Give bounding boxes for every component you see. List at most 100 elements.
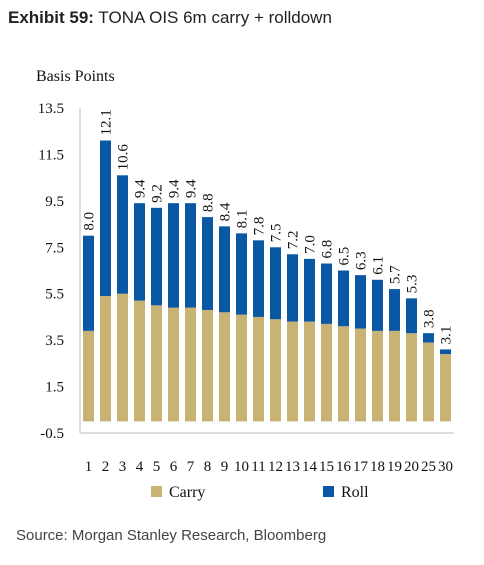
x-tick-label: 20 bbox=[404, 459, 419, 475]
bar-roll bbox=[83, 235, 94, 331]
y-tick-label: 1.5 bbox=[45, 380, 64, 396]
bar-carry bbox=[321, 323, 332, 422]
bar-roll bbox=[219, 226, 230, 313]
bar-roll bbox=[355, 275, 366, 329]
y-tick-label: 3.5 bbox=[45, 333, 64, 349]
legend-swatch-carry bbox=[151, 486, 162, 497]
bar-roll bbox=[423, 333, 434, 343]
x-tick-label: 2 bbox=[102, 459, 110, 475]
total-data-label: 10.6 bbox=[116, 144, 132, 171]
bar-roll bbox=[372, 279, 383, 331]
x-tick-label: 15 bbox=[319, 459, 334, 475]
bar-roll bbox=[406, 298, 417, 334]
bar-roll bbox=[202, 217, 213, 310]
total-data-label: 7.2 bbox=[286, 231, 302, 250]
x-tick-label: 16 bbox=[336, 459, 352, 475]
x-tick-label: 30 bbox=[438, 459, 453, 475]
total-data-label: 5.3 bbox=[405, 275, 421, 294]
x-tick-label: 10 bbox=[234, 459, 249, 475]
y-tick-label: -0.5 bbox=[40, 426, 64, 442]
legend-label-carry: Carry bbox=[169, 484, 205, 501]
bar-roll bbox=[117, 175, 128, 294]
total-data-label: 9.4 bbox=[133, 179, 149, 198]
y-axis-label: Basis Points bbox=[36, 68, 115, 85]
bar-carry bbox=[406, 333, 417, 422]
x-tick-label: 11 bbox=[251, 459, 265, 475]
bar-carry bbox=[83, 330, 94, 422]
bar-chart: Basis Points 13.5 11.5 9.5 7.5 5.5 3.5 1.5 -0.5… bbox=[36, 68, 455, 501]
bar-roll bbox=[236, 233, 247, 315]
total-data-label: 6.3 bbox=[354, 251, 370, 270]
bar-carry bbox=[151, 305, 162, 422]
total-data-label: 7.5 bbox=[269, 224, 285, 243]
x-tick-label: 1 bbox=[85, 459, 93, 475]
bar-roll bbox=[185, 203, 196, 308]
x-tick-label: 4 bbox=[136, 459, 144, 475]
x-tick-label: 18 bbox=[370, 459, 385, 475]
bar-roll bbox=[134, 203, 145, 301]
y-tick-label: 7.5 bbox=[45, 240, 64, 256]
total-data-label: 8.1 bbox=[235, 210, 251, 229]
total-data-label: 12.1 bbox=[99, 109, 115, 135]
bar-carry bbox=[219, 312, 230, 422]
x-tick-label: 14 bbox=[302, 459, 318, 475]
total-data-label: 7.8 bbox=[252, 217, 268, 236]
bar-carry bbox=[185, 307, 196, 422]
exhibit-label: Exhibit 59: bbox=[8, 8, 94, 27]
bar-roll bbox=[253, 240, 264, 317]
bar-carry bbox=[440, 354, 451, 422]
bar-carry bbox=[355, 328, 366, 422]
bar-carry bbox=[372, 330, 383, 422]
exhibit-title: Exhibit 59: TONA OIS 6m carry + rolldown bbox=[8, 8, 332, 28]
bar-carry bbox=[304, 321, 315, 422]
y-tick-label: 9.5 bbox=[45, 194, 64, 210]
total-data-label: 6.8 bbox=[320, 240, 336, 259]
total-data-label: 9.4 bbox=[184, 179, 200, 198]
bar-carry bbox=[236, 314, 247, 422]
bar-roll bbox=[304, 258, 315, 322]
bar-roll bbox=[321, 263, 332, 324]
bar-carry bbox=[202, 309, 213, 422]
total-data-label: 8.8 bbox=[201, 193, 217, 212]
total-data-label: 9.2 bbox=[150, 184, 166, 203]
bar-roll bbox=[338, 270, 349, 327]
x-tick-label: 7 bbox=[187, 459, 195, 475]
total-data-label: 9.4 bbox=[167, 179, 183, 198]
bar-carry bbox=[270, 319, 281, 422]
x-tick-label: 8 bbox=[204, 459, 212, 475]
chart-title: TONA OIS 6m carry + rolldown bbox=[98, 8, 332, 27]
x-tick-label: 19 bbox=[387, 459, 402, 475]
x-tick-label: 12 bbox=[268, 459, 283, 475]
x-tick-label: 17 bbox=[353, 459, 369, 475]
source-note: Source: Morgan Stanley Research, Bloombe… bbox=[16, 527, 327, 544]
bar-carry bbox=[253, 316, 264, 422]
total-data-label: 7.0 bbox=[303, 235, 319, 254]
bar-roll bbox=[100, 140, 111, 297]
x-tick-label: 25 bbox=[421, 459, 436, 475]
bar-carry bbox=[117, 293, 128, 422]
bar-carry bbox=[168, 307, 179, 422]
y-tick-label: 11.5 bbox=[38, 147, 64, 163]
y-tick-label: 5.5 bbox=[45, 287, 64, 303]
y-tick-label: 13.5 bbox=[38, 101, 64, 117]
bar-carry bbox=[287, 321, 298, 422]
total-data-label: 5.7 bbox=[388, 265, 404, 284]
bar-roll bbox=[168, 203, 179, 308]
total-data-label: 3.8 bbox=[422, 309, 438, 328]
x-tick-label: 3 bbox=[119, 459, 127, 475]
bar-roll bbox=[270, 247, 281, 320]
x-tick-label: 5 bbox=[153, 459, 161, 475]
bar-roll bbox=[440, 349, 451, 355]
total-data-label: 6.5 bbox=[337, 247, 353, 266]
x-tick-label: 9 bbox=[221, 459, 229, 475]
bar-roll bbox=[389, 289, 400, 331]
bar-carry bbox=[389, 330, 400, 422]
total-data-label: 3.1 bbox=[439, 326, 455, 345]
x-tick-label: 13 bbox=[285, 459, 300, 475]
bar-carry bbox=[338, 326, 349, 422]
x-tick-label: 6 bbox=[170, 459, 178, 475]
bar-carry bbox=[134, 300, 145, 422]
total-data-label: 8.0 bbox=[82, 212, 98, 231]
legend-label-roll: Roll bbox=[341, 484, 369, 501]
legend-swatch-roll bbox=[323, 486, 334, 497]
